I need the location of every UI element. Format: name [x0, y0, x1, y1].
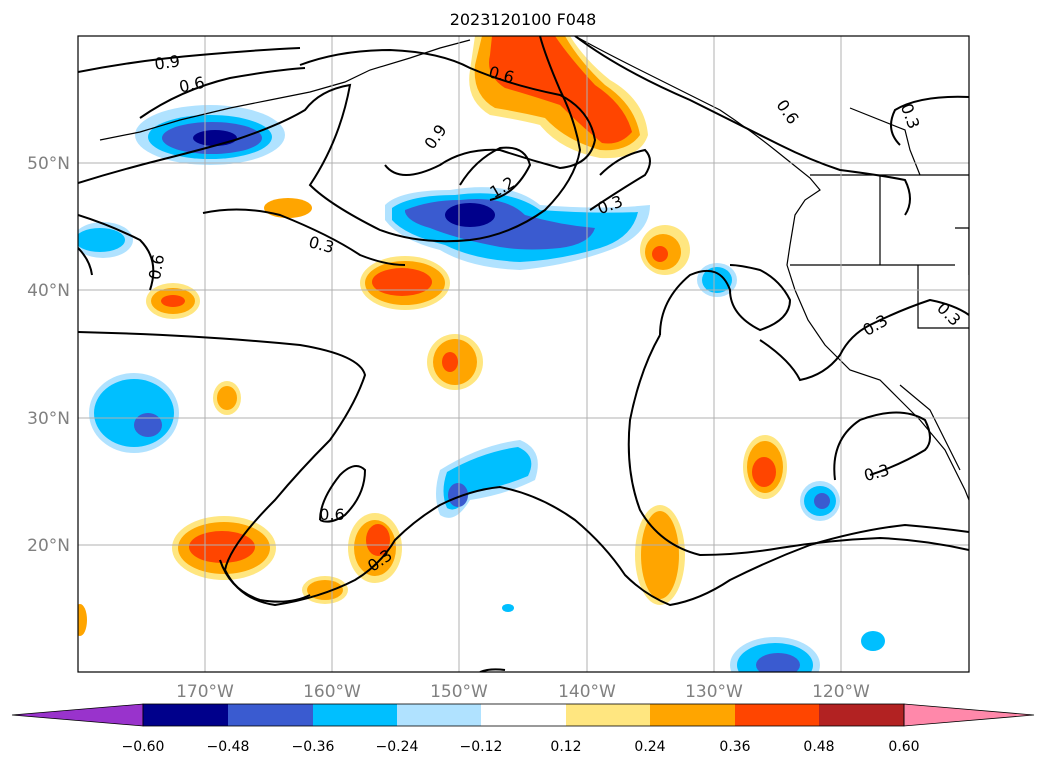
- contour-0.3-ne: [890, 95, 969, 146]
- shade-neg-f-inner: [756, 653, 800, 672]
- contour-edge-a: [78, 247, 93, 276]
- colorbar-extend-high: [903, 703, 1035, 727]
- colorbar-extend-low: [11, 703, 144, 727]
- contour-0.6-small: [319, 465, 367, 523]
- coast-aleutians: [99, 39, 471, 141]
- lat-label: 30°N: [27, 409, 70, 429]
- colorbar-tick: −0.24: [376, 739, 419, 755]
- contour-label: 0.9: [153, 51, 181, 73]
- lon-labels: 170°W 160°W 150°W 140°W 130°W 120°W: [176, 682, 870, 702]
- map-area: 0.9 0.6 0.6 0.9 1.2 0.3 0.3 0.6 0.6 0.3 …: [78, 36, 969, 672]
- colorbar-segment: [397, 704, 481, 726]
- colorbar-segment: [481, 704, 566, 726]
- shaded-regions: [78, 36, 885, 672]
- shade-neg-c-inner: [134, 413, 162, 437]
- contour-0.9-center: [299, 48, 597, 176]
- colorbar-tick: 0.60: [888, 739, 919, 755]
- colorbar-frame: [142, 703, 905, 727]
- contour-0.3-east: [659, 264, 792, 336]
- contour-label: 0.6: [177, 73, 206, 97]
- lon-label: 150°W: [430, 682, 488, 702]
- contour-0.3-center: [589, 148, 651, 211]
- shade-patch-h-inner: [189, 531, 255, 563]
- gridlines: [78, 36, 969, 672]
- colorbar-segment: [735, 704, 819, 726]
- lat-labels: 50°N 40°N 30°N 20°N: [27, 154, 70, 556]
- contour-0.6-west: [78, 214, 155, 291]
- colorbar-tick: 0.12: [550, 739, 581, 755]
- map-frame: [77, 35, 970, 673]
- shade-neg-a-mid: [78, 228, 125, 252]
- lon-label: 130°W: [685, 682, 743, 702]
- colorbar-segment: [650, 704, 735, 726]
- shade-trough-core: [445, 203, 495, 227]
- contour-0.3-loop: [833, 411, 931, 481]
- colorbar-ticks: −0.60 −0.48 −0.36 −0.24 −0.12 0.12 0.24 …: [122, 739, 920, 755]
- colorbar-segment: [819, 704, 904, 726]
- contour-0.3-sw: [219, 559, 311, 603]
- shade-neg-e-inner: [814, 493, 830, 509]
- shade-patch-f-mid: [217, 386, 237, 410]
- contour-edge-b: [479, 668, 506, 672]
- colorbar-segment: [228, 704, 313, 726]
- lat-label: 40°N: [27, 281, 70, 301]
- shade-patch-k-mid: [641, 511, 679, 599]
- contours: [78, 36, 969, 672]
- colorbar-tick: −0.48: [207, 739, 250, 755]
- border-state-c: [917, 265, 969, 329]
- contour-label: 0.6: [319, 505, 344, 524]
- lon-label: 140°W: [558, 682, 616, 702]
- contour-0.9-nw: [78, 47, 301, 73]
- coast-north-america: [574, 36, 969, 501]
- coast-baja: [899, 384, 961, 471]
- shade-neg-d-inner: [448, 483, 468, 507]
- lat-label: 20°N: [27, 536, 70, 556]
- lon-label: 160°W: [303, 682, 361, 702]
- shade-patch-e-inner: [442, 352, 458, 372]
- contour-0.6-nw: [139, 67, 306, 119]
- colorbar-tick: 0.36: [719, 739, 750, 755]
- contour-1.2: [459, 146, 532, 201]
- contour-0.3-coast: [759, 298, 969, 382]
- lon-label: 170°W: [176, 682, 234, 702]
- colorbar-tick: −0.12: [460, 739, 503, 755]
- coastlines: [99, 36, 969, 501]
- map-title: 2023120100 F048: [450, 10, 597, 29]
- shade-patch-d-inner: [652, 246, 668, 262]
- shade-patch-c-inner: [161, 295, 185, 307]
- contour-0.6-ne: [574, 36, 911, 216]
- shade-aleutian-core: [193, 130, 237, 146]
- shade-patch-a: [264, 198, 312, 218]
- contour-0.6-center: [78, 36, 582, 243]
- contour-0.6-south: [78, 331, 969, 607]
- shade-neg-g: [861, 631, 885, 651]
- colorbar-segment: [566, 704, 650, 726]
- shade-patch-i-inner: [366, 524, 390, 556]
- colorbar-tick: 0.24: [634, 739, 665, 755]
- contour-0.3-east-south: [627, 334, 969, 557]
- contour-0.3-west: [202, 208, 406, 266]
- shade-patch-l: [78, 604, 87, 636]
- border-state-d: [955, 227, 969, 275]
- colorbar: −0.60 −0.48 −0.36 −0.24 −0.12 0.12 0.24 …: [11, 703, 1035, 755]
- colorbar-segment: [143, 704, 228, 726]
- shade-neg-c-mid: [94, 379, 174, 447]
- shade-patch-b-inner: [372, 268, 432, 296]
- lon-label: 120°W: [812, 682, 870, 702]
- colorbar-segment: [313, 704, 397, 726]
- shade-neg-b-mid: [702, 267, 732, 293]
- contour-label: 0.6: [145, 253, 168, 281]
- colorbar-tick: −0.36: [292, 739, 335, 755]
- colorbar-tick: 0.48: [803, 739, 834, 755]
- lat-label: 50°N: [27, 154, 70, 174]
- colorbar-tick: −0.60: [122, 739, 165, 755]
- shade-neg-h: [502, 604, 514, 612]
- shade-patch-g-inner: [752, 457, 776, 487]
